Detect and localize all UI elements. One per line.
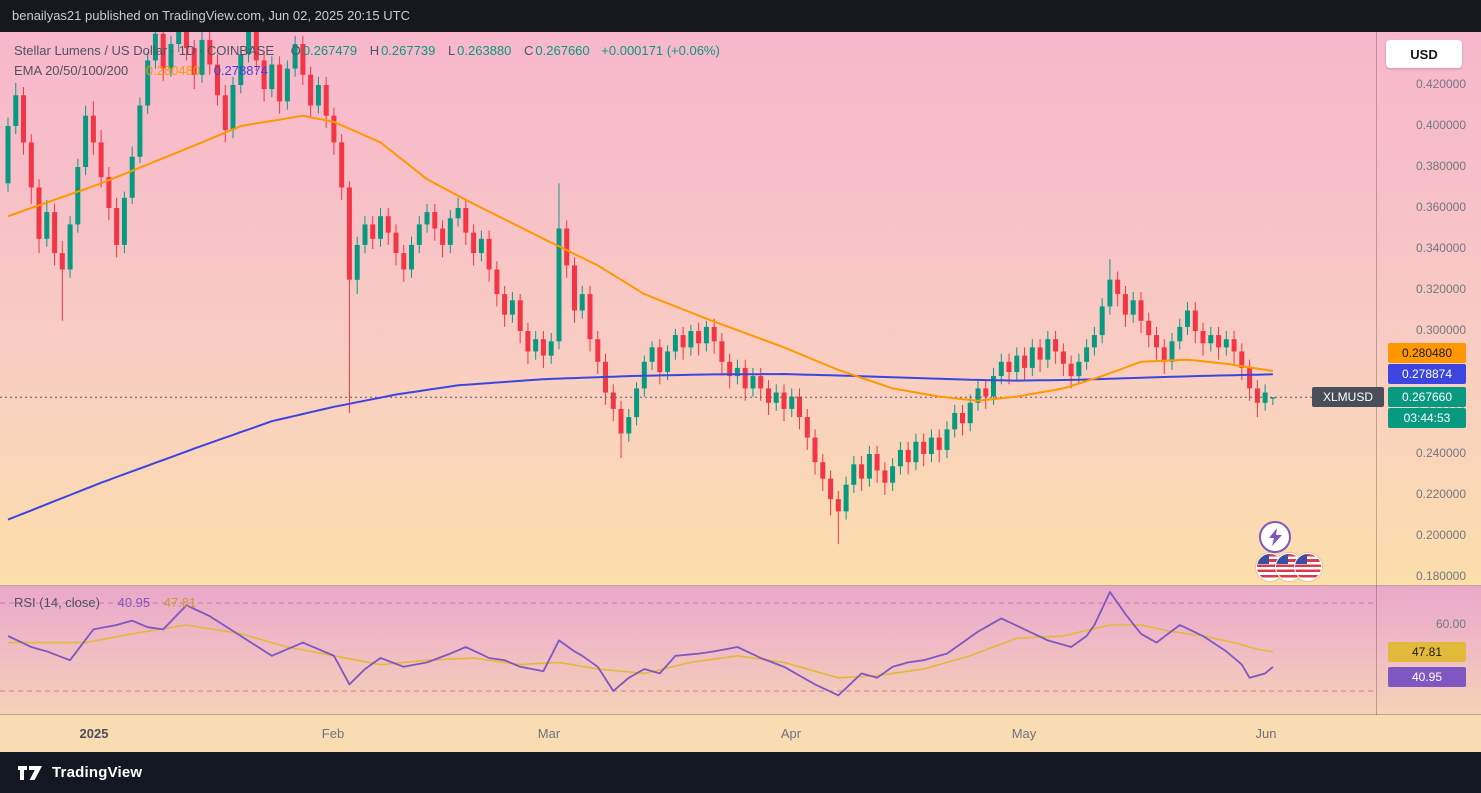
attribution-text: benailyas21 published on TradingView.com…	[12, 8, 410, 23]
close-label: C	[524, 43, 534, 58]
low-label: L	[447, 43, 456, 58]
overlay-ema_blue	[7, 373, 1273, 521]
high-value: 0.267739	[381, 43, 436, 58]
ema-orange-value: 0.280480	[145, 63, 201, 78]
ema-blue-value: 0.278874	[213, 63, 268, 78]
rsi-ma-badge: 47.81	[1388, 642, 1466, 662]
us-flag-icon	[1294, 553, 1322, 581]
change-value: +0.000171 (+0.06%)	[601, 43, 720, 58]
price-scale-label: 0.400000	[1415, 118, 1466, 132]
ema-orange-price-badge: 0.280480	[1388, 343, 1466, 363]
candlestick-series	[5, 32, 1276, 545]
lightning-event-marker[interactable]	[1259, 521, 1291, 553]
high-label: H	[369, 43, 380, 58]
price-scale-label: 0.340000	[1415, 241, 1466, 255]
time-scale-label: May	[1011, 726, 1037, 741]
rsi-scale-label: 60.00	[1435, 617, 1466, 631]
price-scale-label: 0.360000	[1415, 200, 1466, 214]
low-value: 0.263880	[457, 43, 512, 58]
rsi-value: 40.95	[117, 595, 151, 610]
attribution-bar: benailyas21 published on TradingView.com…	[0, 0, 1481, 32]
open-label: O	[290, 43, 301, 58]
rsi-ma-value: 47.81	[163, 595, 197, 610]
price-scale-label: 0.180000	[1415, 569, 1466, 583]
tradingview-logo-icon[interactable]	[17, 765, 43, 781]
time-scale-label: 2025	[79, 726, 109, 741]
chart-canvas[interactable]	[0, 32, 1481, 752]
pane-divider[interactable]	[0, 585, 1481, 586]
footer-brand[interactable]: TradingView	[52, 764, 143, 781]
ema-label: EMA 20/50/100/200	[14, 63, 129, 78]
lightning-icon	[1268, 528, 1282, 546]
chart-area[interactable]: Stellar Lumens / US Dollar · 1D · COINBA…	[0, 32, 1481, 752]
ema-blue-price-badge: 0.278874	[1388, 364, 1466, 384]
flag-event-markers[interactable]	[1256, 553, 1322, 581]
bar-countdown-badge: 03:44:53	[1388, 408, 1466, 428]
overlay-ema_orange	[7, 114, 1274, 402]
time-axis-divider	[0, 714, 1481, 715]
rsi-pane-background	[0, 586, 1481, 715]
close-value: 0.267660	[535, 43, 590, 58]
rsi-value-badge: 40.95	[1388, 667, 1466, 687]
price-scale-label: 0.200000	[1415, 528, 1466, 542]
rsi-label: RSI (14, close)	[14, 595, 100, 610]
price-scale-label: 0.320000	[1415, 282, 1466, 296]
time-scale-label: Feb	[321, 726, 345, 741]
footer-bar: TradingView	[0, 752, 1481, 793]
symbol-legend[interactable]: Stellar Lumens / US Dollar · 1D · COINBA…	[14, 43, 720, 58]
last-price-badge: 0.267660	[1388, 387, 1466, 407]
price-scale-label: 0.220000	[1415, 487, 1466, 501]
price-scale-label: 0.380000	[1415, 159, 1466, 173]
rsi-rsi	[7, 591, 1274, 697]
price-scale-label: 0.420000	[1415, 77, 1466, 91]
price-scale-divider	[1376, 32, 1377, 715]
symbol-title: Stellar Lumens / US Dollar · 1D · COINBA…	[14, 43, 275, 58]
time-axis-background	[0, 715, 1481, 752]
time-scale-label: Apr	[780, 726, 802, 741]
time-scale-label: Jun	[1255, 726, 1277, 741]
rsi-rsi_ma	[8, 624, 1274, 679]
open-value: 0.267479	[302, 43, 358, 58]
ema-legend[interactable]: EMA 20/50/100/200 0.280480 0.278874	[14, 63, 268, 78]
symbol-badge: XLMUSD	[1312, 387, 1384, 407]
time-scale-label: Mar	[537, 726, 561, 741]
rsi-legend[interactable]: RSI (14, close) 40.95 47.81	[14, 595, 196, 610]
price-scale-label: 0.240000	[1415, 446, 1466, 460]
currency-button[interactable]: USD	[1386, 40, 1462, 68]
price-scale-label: 0.300000	[1415, 323, 1466, 337]
